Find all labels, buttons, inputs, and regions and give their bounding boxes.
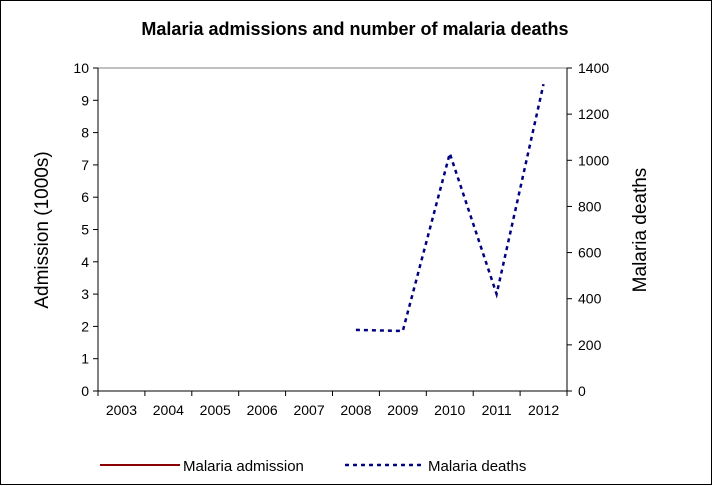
x-tick-label: 2006 [247, 402, 278, 418]
y-right-tick-label: 800 [578, 198, 602, 214]
y-right-tick-label: 1000 [578, 152, 609, 168]
y-left-tick-label: 10 [73, 60, 89, 76]
y-left-tick-label: 3 [81, 286, 89, 302]
y-left-tick-label: 0 [81, 383, 89, 399]
x-tick-label: 2008 [340, 402, 371, 418]
x-tick-label: 2010 [434, 402, 465, 418]
y-left-tick-label: 4 [81, 254, 89, 270]
y-right-tick-label: 200 [578, 337, 602, 353]
y-left-tick-label: 8 [81, 125, 89, 141]
legend: Malaria admission Malaria deaths [100, 458, 526, 475]
y-left-tick-label: 5 [81, 222, 89, 238]
y-right-tick-label: 0 [578, 383, 586, 399]
y-left-tick-label: 2 [81, 318, 89, 334]
series-line-deaths [355, 83, 545, 333]
legend-label-admission: Malaria admission [183, 458, 304, 475]
y-axis-left-ticks: 0 1 2 3 4 5 6 7 8 9 10 [73, 60, 98, 399]
x-tick-label: 2011 [482, 402, 512, 418]
y-right-tick-label: 400 [578, 291, 602, 307]
y-right-tick-label: 600 [578, 245, 602, 261]
x-tick-label: 2004 [153, 402, 184, 418]
y-axis-left-title: Admission (1000s) [32, 151, 53, 308]
y-axis-right-title: Malaria deaths [630, 168, 651, 293]
x-tick-label: 2003 [106, 402, 137, 418]
chart-title: Malaria admissions and number of malaria… [141, 19, 568, 39]
y-right-tick-label: 1200 [578, 106, 609, 122]
y-left-tick-label: 6 [81, 189, 89, 205]
x-axis-ticks: 2003 2004 2005 2006 2007 2008 2009 2010 2011 2012 [97, 391, 568, 418]
y-left-tick-label: 7 [81, 157, 89, 173]
y-axis-right-ticks: 0 200 400 600 800 1000 1200 1400 [567, 60, 609, 399]
series-layer [355, 83, 545, 333]
y-left-tick-label: 1 [81, 351, 89, 367]
x-tick-label: 2005 [200, 402, 231, 418]
y-left-tick-label: 9 [81, 92, 89, 108]
y-right-tick-label: 1400 [578, 60, 609, 76]
x-tick-label: 2007 [293, 402, 324, 418]
legend-label-deaths: Malaria deaths [428, 458, 526, 475]
x-tick-label: 2012 [528, 402, 559, 418]
x-tick-label: 2009 [387, 402, 418, 418]
